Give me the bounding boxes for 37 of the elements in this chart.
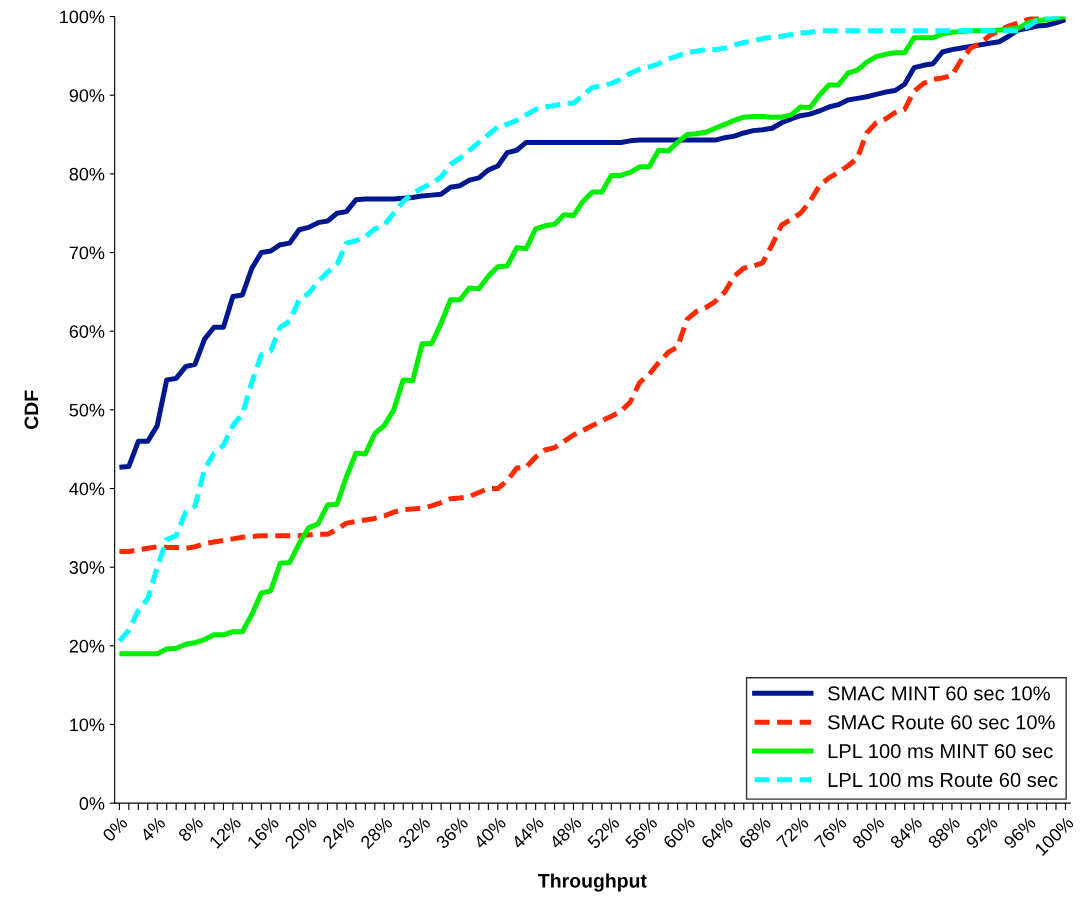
x-tick-label: 60% — [662, 815, 696, 850]
x-tick-label: 64% — [700, 815, 734, 850]
legend-label: SMAC MINT 60 sec 10% — [828, 686, 1050, 701]
x-tick-label: 4% — [139, 815, 167, 843]
x-tick-label: 76% — [813, 815, 848, 850]
legend-label: LPL 100 ms Route 60 sec — [828, 772, 1058, 788]
x-tick-label: 56% — [624, 815, 659, 850]
x-tick-label: 0% — [101, 815, 129, 843]
y-tick-label: 10% — [70, 718, 105, 732]
x-tick-label: 96% — [1002, 815, 1037, 850]
x-tick-label: 92% — [965, 815, 999, 850]
y-tick-label: 60% — [69, 325, 105, 338]
x-tick-label: 52% — [586, 815, 621, 850]
y-tick-label: 90% — [69, 89, 105, 102]
x-tick-label: 36% — [435, 815, 469, 850]
x-tick-label: 40% — [472, 815, 507, 850]
x-tick-label: 68% — [738, 815, 772, 850]
y-tick-label: 100% — [60, 10, 105, 24]
x-tick-label: 32% — [397, 815, 432, 850]
x-tick-label: 88% — [927, 815, 961, 850]
x-tick-label: 72% — [775, 815, 810, 850]
y-tick-label: 30% — [69, 561, 105, 574]
x-tick-label: 84% — [889, 815, 923, 850]
y-axis-title: CDF — [24, 390, 39, 430]
x-axis-title: Throughput — [538, 873, 647, 892]
legend-label: LPL 100 ms MINT 60 sec — [828, 743, 1053, 759]
y-tick-label: 40% — [69, 482, 105, 496]
y-tick-label: 80% — [69, 167, 105, 181]
y-tick-label: 50% — [69, 403, 105, 417]
legend-label: SMAC Route 60 sec 10% — [828, 715, 1055, 730]
x-tick-label: 8% — [177, 815, 204, 843]
y-tick-label: 20% — [69, 639, 105, 653]
y-tick-label: 70% — [69, 246, 105, 260]
y-tick-label: 0% — [79, 797, 105, 810]
x-tick-label: 80% — [851, 815, 886, 850]
x-tick-label: 44% — [510, 815, 545, 850]
x-tick-label: 48% — [548, 815, 583, 850]
